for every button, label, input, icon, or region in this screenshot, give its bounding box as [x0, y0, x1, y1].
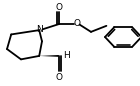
- Text: O: O: [55, 73, 62, 82]
- Text: O: O: [55, 3, 62, 12]
- Text: N: N: [37, 25, 43, 34]
- Polygon shape: [39, 55, 59, 57]
- Text: H: H: [63, 51, 70, 60]
- Text: O: O: [74, 19, 81, 28]
